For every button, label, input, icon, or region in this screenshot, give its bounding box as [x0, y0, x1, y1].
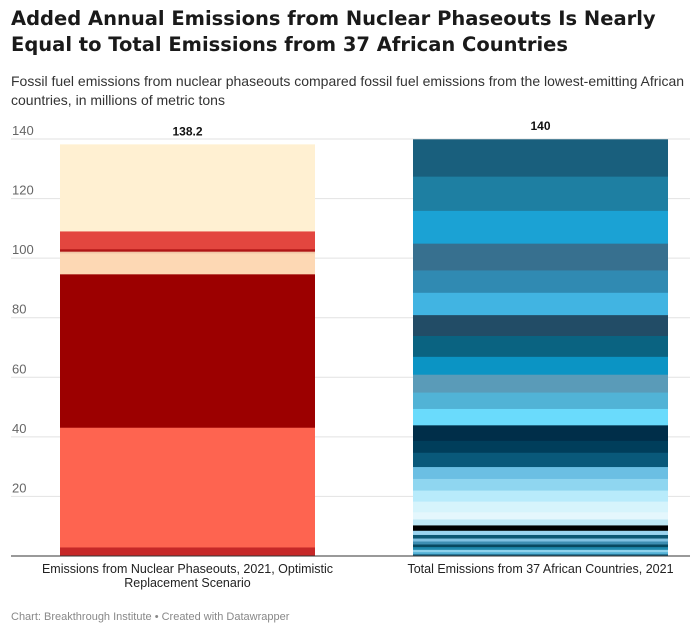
bar-segment — [413, 546, 668, 550]
bar-segment — [60, 253, 315, 275]
y-tick-label: 20 — [12, 480, 26, 495]
bar-segment — [413, 478, 668, 491]
total-labels: 138.2 140 — [172, 119, 550, 138]
bar-segment — [413, 501, 668, 513]
bar-segment — [413, 424, 668, 441]
bar-segment — [413, 356, 668, 375]
bar-stack-2 — [413, 139, 668, 557]
bar-segment — [413, 525, 668, 531]
bar-segment — [413, 210, 668, 244]
bar-segment — [413, 534, 668, 539]
bar-segment — [413, 408, 668, 426]
chart-title: Added Annual Emissions from Nuclear Phas… — [11, 7, 656, 56]
y-axis-ticks: 20 40 60 80 100 120 140 — [12, 123, 34, 495]
bar-segment — [413, 541, 668, 545]
bar-segment — [413, 392, 668, 409]
bar-segment — [413, 314, 668, 336]
bar-stack-1 — [60, 144, 315, 557]
y-tick-label: 100 — [12, 242, 34, 257]
bar-stacks — [60, 139, 668, 557]
bar-segment — [60, 273, 315, 428]
bar-segment — [60, 427, 315, 548]
bar-segment — [413, 440, 668, 453]
bar-segment — [60, 144, 315, 232]
bar-segment — [413, 530, 668, 535]
bar-segment — [60, 231, 315, 250]
y-tick-label: 120 — [12, 183, 34, 198]
bar-segment — [413, 490, 668, 502]
bar-segment — [413, 538, 668, 542]
bar-segment — [413, 544, 668, 548]
x-axis-label: Total Emissions from 37 African Countrie… — [407, 562, 673, 576]
bar-segment — [60, 248, 315, 252]
bar-segment — [413, 243, 668, 271]
stacked-bar-chart: 20 40 60 80 100 120 140 138.2 140 Emissions fro… — [11, 119, 690, 590]
chart-footer: Chart: Breakthrough Institute • Created … — [11, 611, 290, 623]
bar-segment — [413, 466, 668, 479]
x-axis-labels: Emissions from Nuclear Phaseouts, 2021, … — [42, 562, 674, 590]
bar-segment — [413, 270, 668, 293]
chart-subtitle: Fossil fuel emissions from nuclear phase… — [11, 73, 685, 108]
bar-segment — [413, 519, 668, 526]
bar-segment — [413, 335, 668, 357]
x-axis-label: Emissions from Nuclear Phaseouts, 2021, … — [42, 562, 333, 590]
bar-segment — [413, 176, 668, 211]
bar-segment — [413, 553, 668, 557]
bar-segment — [413, 292, 668, 316]
y-tick-label: 140 — [12, 123, 34, 138]
y-tick-label: 80 — [12, 302, 26, 317]
y-tick-label: 60 — [12, 361, 26, 376]
bar-segment — [413, 511, 668, 520]
total-label: 138.2 — [172, 124, 202, 138]
bar-segment — [413, 551, 668, 555]
bar-segment — [413, 452, 668, 468]
bar-segment — [60, 251, 315, 254]
total-label: 140 — [530, 119, 550, 133]
bar-segment — [413, 549, 668, 553]
y-tick-label: 40 — [12, 421, 26, 436]
bar-segment — [60, 547, 315, 557]
bar-segment — [413, 139, 668, 177]
bar-segment — [413, 374, 668, 393]
